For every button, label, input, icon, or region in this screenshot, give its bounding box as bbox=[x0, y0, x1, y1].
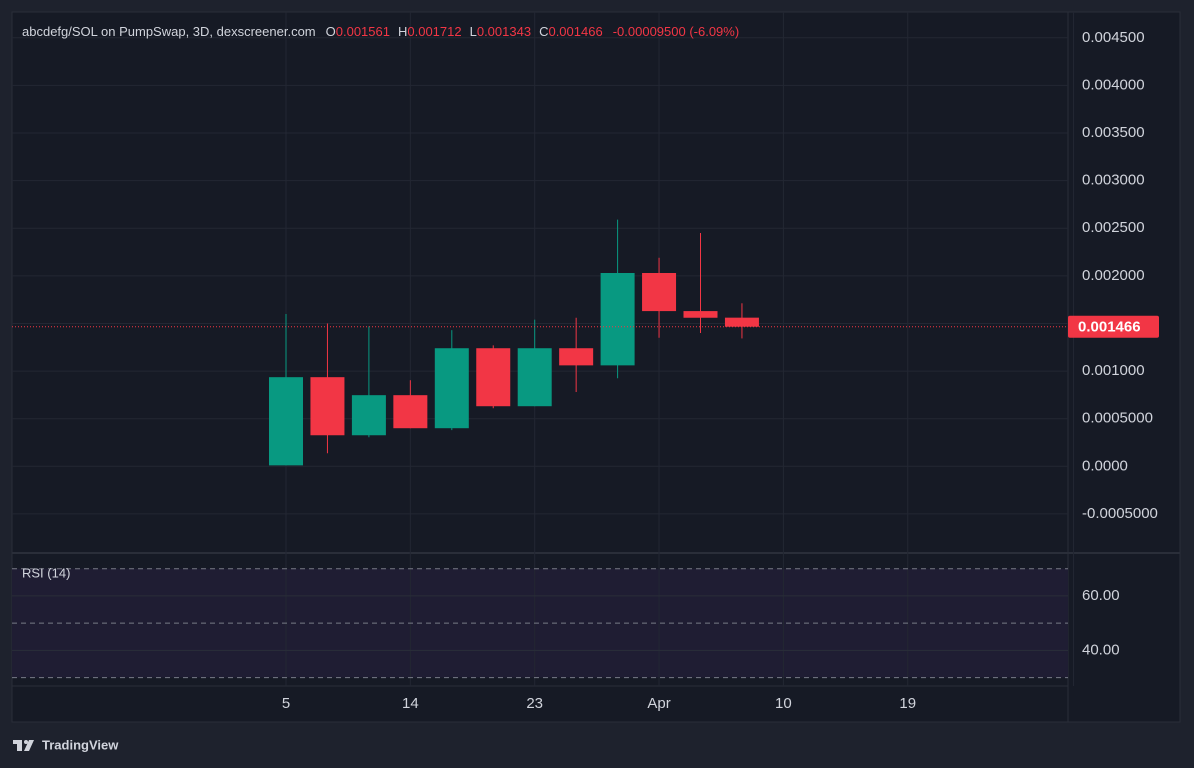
y-tick-label: 0.0000 bbox=[1082, 457, 1128, 474]
x-tick-label: 5 bbox=[282, 695, 290, 712]
y-tick-label: 0.003000 bbox=[1082, 172, 1145, 189]
ohlc-key: L bbox=[470, 24, 477, 39]
ohlc-key: C bbox=[539, 24, 548, 39]
x-tick-label: 19 bbox=[899, 695, 916, 712]
ohlc-value: 0.001343 bbox=[477, 24, 531, 39]
ohlc-legend: O0.001561 H0.001712 L0.001343 C0.001466 bbox=[326, 24, 603, 39]
candle-body bbox=[351, 395, 386, 436]
chart-title: abcdefg/SOL on PumpSwap, 3D, dexscreener… bbox=[22, 24, 316, 39]
labels: 0.004500 0.004000 0.003500 0.003000 0.002500… bbox=[282, 29, 1159, 712]
y-tick-label: 0.001000 bbox=[1082, 362, 1145, 379]
ohlc-key: H bbox=[398, 24, 407, 39]
grid bbox=[12, 12, 1075, 686]
candle-body bbox=[642, 273, 677, 312]
candle-body bbox=[683, 311, 718, 318]
last-price-box bbox=[1068, 315, 1159, 338]
candle-body bbox=[600, 273, 635, 366]
chart-header: abcdefg/SOL on PumpSwap, 3D, dexscreener… bbox=[22, 24, 739, 39]
y-tick-label: 0.004000 bbox=[1082, 76, 1145, 93]
candle-body bbox=[310, 377, 345, 436]
y-tick-label: 60.00 bbox=[1082, 587, 1120, 604]
last-price-label: 0.001466 bbox=[1078, 319, 1141, 336]
ohlc-key: O bbox=[326, 24, 336, 39]
brand: TradingView bbox=[42, 737, 119, 752]
x-tick-label: 10 bbox=[775, 695, 792, 712]
brand-logo bbox=[13, 740, 34, 751]
y-tick-label: 0.002500 bbox=[1082, 219, 1145, 236]
y-tick-label: 0.004500 bbox=[1082, 29, 1145, 46]
candle-body bbox=[724, 317, 759, 327]
candle-body bbox=[559, 348, 594, 366]
candle-body bbox=[517, 348, 552, 407]
ohlc-value: 0.001712 bbox=[407, 24, 461, 39]
y-tick-label: 0.0005000 bbox=[1082, 410, 1153, 427]
y-tick-label: 0.003500 bbox=[1082, 124, 1145, 141]
candle-body bbox=[393, 395, 428, 429]
x-tick-label: Apr bbox=[647, 695, 670, 712]
x-tick-label: M bbox=[1067, 695, 1080, 712]
marks bbox=[12, 219, 1068, 466]
x-tick-label: 23 bbox=[526, 695, 543, 712]
ohlc-value: 0.001466 bbox=[548, 24, 602, 39]
y-tick-label: 40.00 bbox=[1082, 641, 1120, 658]
rsi-band bbox=[12, 568, 1068, 678]
change: -0.00009500 (-6.09%) bbox=[613, 24, 739, 39]
candle-body bbox=[434, 348, 469, 429]
y-tick-label: 0.002000 bbox=[1082, 267, 1145, 284]
candle-body bbox=[269, 377, 303, 466]
y-tick-label: -0.0005000 bbox=[1082, 505, 1158, 522]
x-tick-label: 14 bbox=[402, 695, 419, 712]
ohlc-value: 0.001561 bbox=[336, 24, 390, 39]
rsi-title: RSI (14) bbox=[22, 565, 70, 580]
candle-body bbox=[476, 348, 511, 407]
